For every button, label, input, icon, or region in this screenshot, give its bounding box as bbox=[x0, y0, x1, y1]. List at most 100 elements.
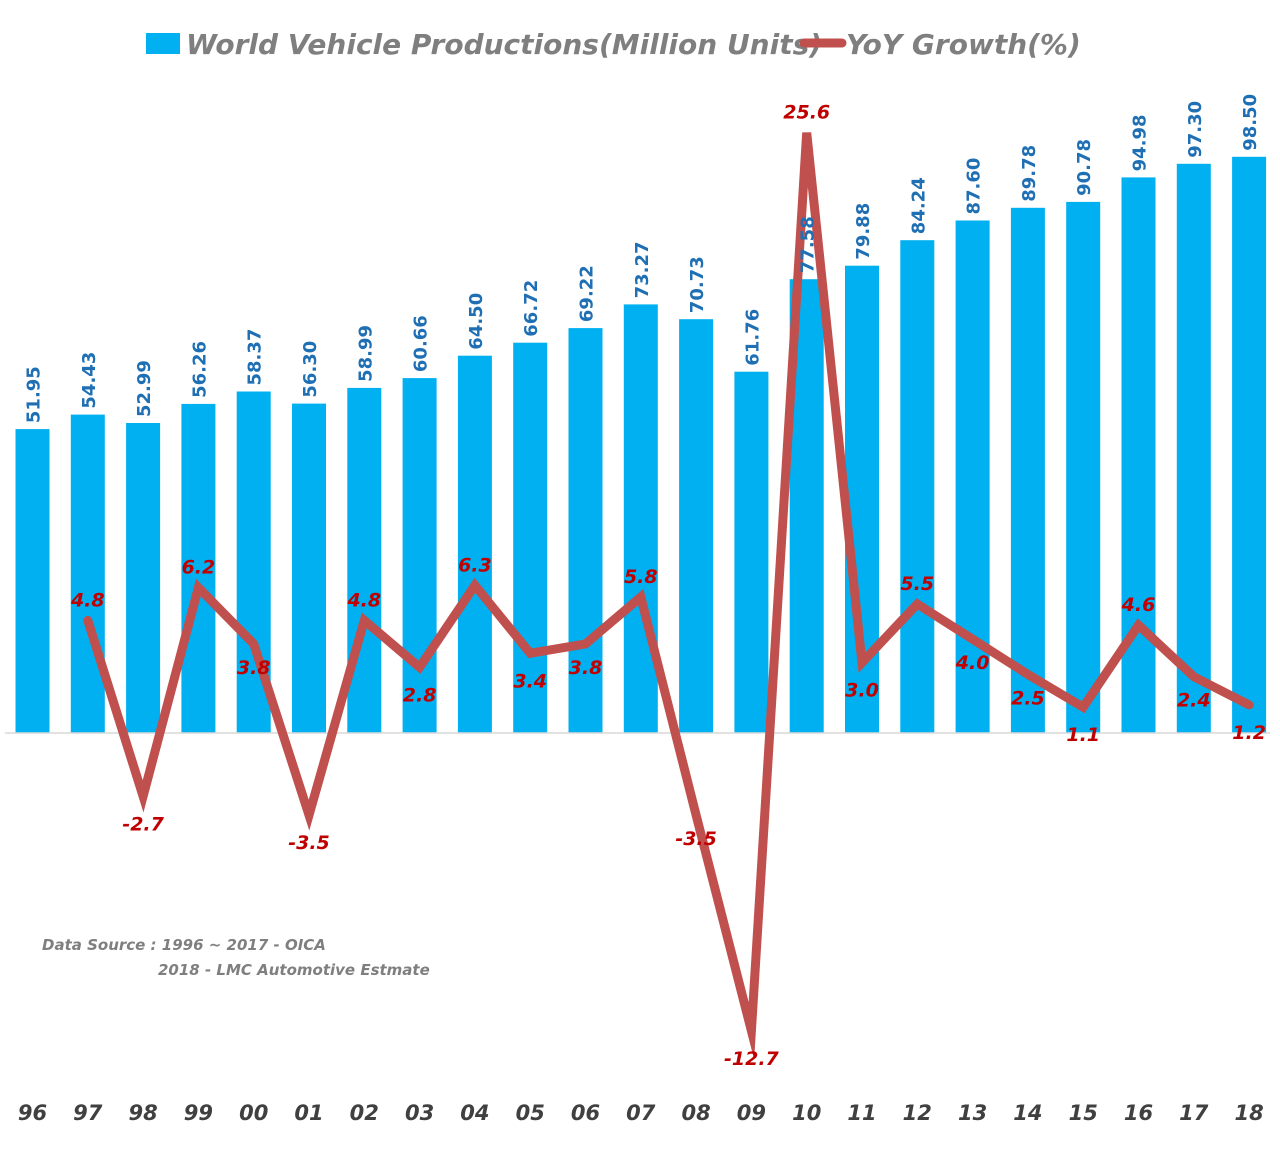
bar-99 bbox=[181, 403, 216, 733]
growth-value-label-05: 3.4 bbox=[513, 670, 547, 692]
bar-06 bbox=[568, 328, 603, 733]
growth-value-label-16: 4.6 bbox=[1121, 594, 1156, 616]
bar-value-label-13: 87.60 bbox=[964, 158, 985, 215]
bar-value-label-02: 58.99 bbox=[355, 325, 376, 382]
bar-15 bbox=[1066, 201, 1101, 733]
growth-value-label-00: 3.8 bbox=[237, 657, 271, 679]
x-tick-98: 98 bbox=[128, 1101, 157, 1125]
bar-value-label-08: 70.73 bbox=[687, 256, 708, 313]
growth-value-label-99: 6.2 bbox=[182, 557, 216, 579]
bar-value-label-99: 56.26 bbox=[189, 341, 210, 398]
growth-value-label-08: -3.5 bbox=[675, 828, 717, 850]
growth-line-group bbox=[83, 132, 1254, 1060]
bar-value-label-07: 73.27 bbox=[632, 241, 653, 298]
legend: World Vehicle Productions(Million Units)… bbox=[146, 28, 1081, 61]
bar-value-label-10: 77.58 bbox=[798, 216, 819, 273]
bar-value-label-97: 54.43 bbox=[79, 352, 100, 409]
bar-value-label-16: 94.98 bbox=[1130, 114, 1151, 171]
x-tick-01: 01 bbox=[294, 1101, 323, 1125]
bar-08 bbox=[679, 319, 714, 733]
bar-12 bbox=[900, 240, 935, 733]
bar-value-label-18: 98.50 bbox=[1240, 94, 1261, 151]
bar-01 bbox=[292, 403, 326, 733]
bar-04 bbox=[457, 355, 492, 733]
growth-value-label-01: -3.5 bbox=[288, 832, 330, 854]
x-tick-17: 17 bbox=[1179, 1101, 1209, 1125]
x-tick-97: 97 bbox=[73, 1101, 103, 1125]
growth-labels-group: 4.8 -2.7 6.2 3.8 -3.5 4.8 2.8 6.3 3.4 3.8 5.8 -3.5 -… bbox=[70, 102, 1266, 1070]
x-tick-04: 04 bbox=[460, 1101, 489, 1125]
bar-labels-group: 51.95 54.43 52.99 56.26 58.37 56.30 58.99 60.66… bbox=[24, 94, 1262, 423]
bar-07 bbox=[623, 304, 658, 733]
x-tick-18: 18 bbox=[1234, 1101, 1263, 1125]
data-source-note: Data Source : 1996 ~ 2017 - OICA 2018 - … bbox=[42, 936, 430, 979]
bar-value-label-17: 97.30 bbox=[1185, 101, 1206, 158]
growth-value-label-98: -2.7 bbox=[122, 813, 164, 835]
bar-value-label-04: 64.50 bbox=[466, 293, 487, 350]
x-tick-96: 96 bbox=[18, 1101, 47, 1125]
bar-value-label-15: 90.78 bbox=[1074, 139, 1095, 196]
bar-02 bbox=[347, 387, 382, 733]
bar-value-label-06: 69.22 bbox=[577, 265, 598, 322]
growth-value-label-17: 2.4 bbox=[1177, 690, 1211, 712]
bar-value-label-00: 58.37 bbox=[245, 329, 266, 386]
x-tick-09: 09 bbox=[737, 1101, 766, 1125]
source-line-2: 2018 - LMC Automotive Estmate bbox=[158, 961, 430, 979]
legend-bar-swatch bbox=[146, 33, 180, 54]
bar-value-label-03: 60.66 bbox=[411, 315, 432, 372]
growth-value-label-18: 1.2 bbox=[1232, 722, 1266, 744]
legend-line-label: YoY Growth(%) bbox=[846, 28, 1081, 61]
growth-value-label-09: -12.7 bbox=[724, 1048, 780, 1070]
source-line-1: Data Source : 1996 ~ 2017 - OICA bbox=[42, 936, 326, 954]
x-tick-10: 10 bbox=[792, 1101, 821, 1125]
bar-value-label-14: 89.78 bbox=[1019, 145, 1040, 202]
x-tick-15: 15 bbox=[1069, 1101, 1098, 1125]
x-tick-11: 11 bbox=[847, 1101, 876, 1125]
bar-97 bbox=[70, 414, 105, 733]
growth-value-label-03: 2.8 bbox=[403, 684, 437, 706]
bar-value-label-05: 66.72 bbox=[521, 280, 542, 337]
growth-value-label-13: 4.0 bbox=[955, 652, 990, 674]
growth-value-label-15: 1.1 bbox=[1066, 724, 1100, 746]
growth-value-label-12: 5.5 bbox=[900, 573, 934, 595]
bar-value-label-01: 56.30 bbox=[300, 341, 321, 398]
bar-09 bbox=[734, 371, 769, 733]
growth-value-label-04: 6.3 bbox=[458, 554, 492, 576]
x-tick-00: 00 bbox=[239, 1101, 268, 1125]
growth-value-label-11: 3.0 bbox=[845, 680, 879, 702]
growth-value-label-06: 3.8 bbox=[569, 657, 603, 679]
bar-14 bbox=[1010, 207, 1045, 734]
growth-value-label-07: 5.8 bbox=[624, 566, 658, 588]
growth-value-label-02: 4.8 bbox=[346, 589, 381, 611]
bar-value-label-98: 52.99 bbox=[134, 360, 155, 417]
bar-value-label-11: 79.88 bbox=[853, 203, 874, 260]
bar-98 bbox=[126, 423, 161, 733]
x-tick-06: 06 bbox=[571, 1101, 600, 1125]
bar-96 bbox=[15, 429, 50, 733]
x-tick-07: 07 bbox=[626, 1101, 656, 1125]
x-tick-02: 02 bbox=[350, 1101, 379, 1125]
bar-05 bbox=[513, 342, 548, 733]
x-tick-05: 05 bbox=[516, 1101, 545, 1125]
x-tick-12: 12 bbox=[903, 1101, 932, 1125]
growth-value-label-14: 2.5 bbox=[1011, 687, 1045, 709]
x-tick-99: 99 bbox=[184, 1101, 213, 1125]
bar-03 bbox=[402, 378, 437, 733]
x-tick-08: 08 bbox=[681, 1101, 710, 1125]
legend-bar-label: World Vehicle Productions(Million Units) bbox=[186, 28, 822, 61]
x-tick-03: 03 bbox=[405, 1101, 434, 1125]
bar-value-label-12: 84.24 bbox=[908, 177, 929, 234]
x-tick-16: 16 bbox=[1124, 1101, 1153, 1125]
x-axis-ticks: 96 97 98 99 00 01 02 03 04 05 06 07 08 09 10 11 12 13 14 15… bbox=[18, 1101, 1264, 1125]
bar-17 bbox=[1176, 163, 1211, 734]
x-tick-14: 14 bbox=[1013, 1101, 1042, 1125]
bar-value-label-96: 51.95 bbox=[24, 366, 45, 423]
growth-value-label-97: 4.8 bbox=[70, 589, 105, 611]
growth-value-label-10: 25.6 bbox=[783, 102, 830, 124]
bar-value-label-09: 61.76 bbox=[742, 309, 763, 366]
bars-group bbox=[15, 156, 1267, 734]
growth-line bbox=[83, 132, 1254, 1060]
bar-18 bbox=[1232, 156, 1267, 734]
x-tick-13: 13 bbox=[958, 1101, 987, 1125]
